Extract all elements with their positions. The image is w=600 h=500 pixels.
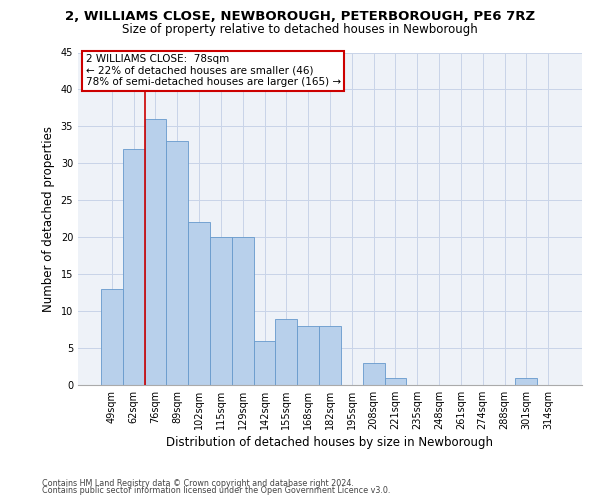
Bar [145,119,166,385]
X-axis label: Distribution of detached houses by size in Newborough: Distribution of detached houses by size … [167,436,493,449]
Text: 2 WILLIAMS CLOSE:  78sqm
← 22% of detached houses are smaller (46)
78% of semi-d: 2 WILLIAMS CLOSE: 78sqm ← 22% of detache… [86,54,341,88]
Text: Contains HM Land Registry data © Crown copyright and database right 2024.: Contains HM Land Registry data © Crown c… [42,478,354,488]
Bar [123,148,145,385]
Text: 2, WILLIAMS CLOSE, NEWBOROUGH, PETERBOROUGH, PE6 7RZ: 2, WILLIAMS CLOSE, NEWBOROUGH, PETERBORO… [65,10,535,23]
Bar [101,289,123,385]
Bar [232,237,254,385]
Bar [363,363,385,385]
Bar [254,340,275,385]
Bar [515,378,537,385]
Bar [385,378,406,385]
Bar [166,141,188,385]
Text: Size of property relative to detached houses in Newborough: Size of property relative to detached ho… [122,22,478,36]
Bar [319,326,341,385]
Y-axis label: Number of detached properties: Number of detached properties [42,126,55,312]
Text: Contains public sector information licensed under the Open Government Licence v3: Contains public sector information licen… [42,486,391,495]
Bar [188,222,210,385]
Bar [210,237,232,385]
Bar [297,326,319,385]
Bar [275,318,297,385]
